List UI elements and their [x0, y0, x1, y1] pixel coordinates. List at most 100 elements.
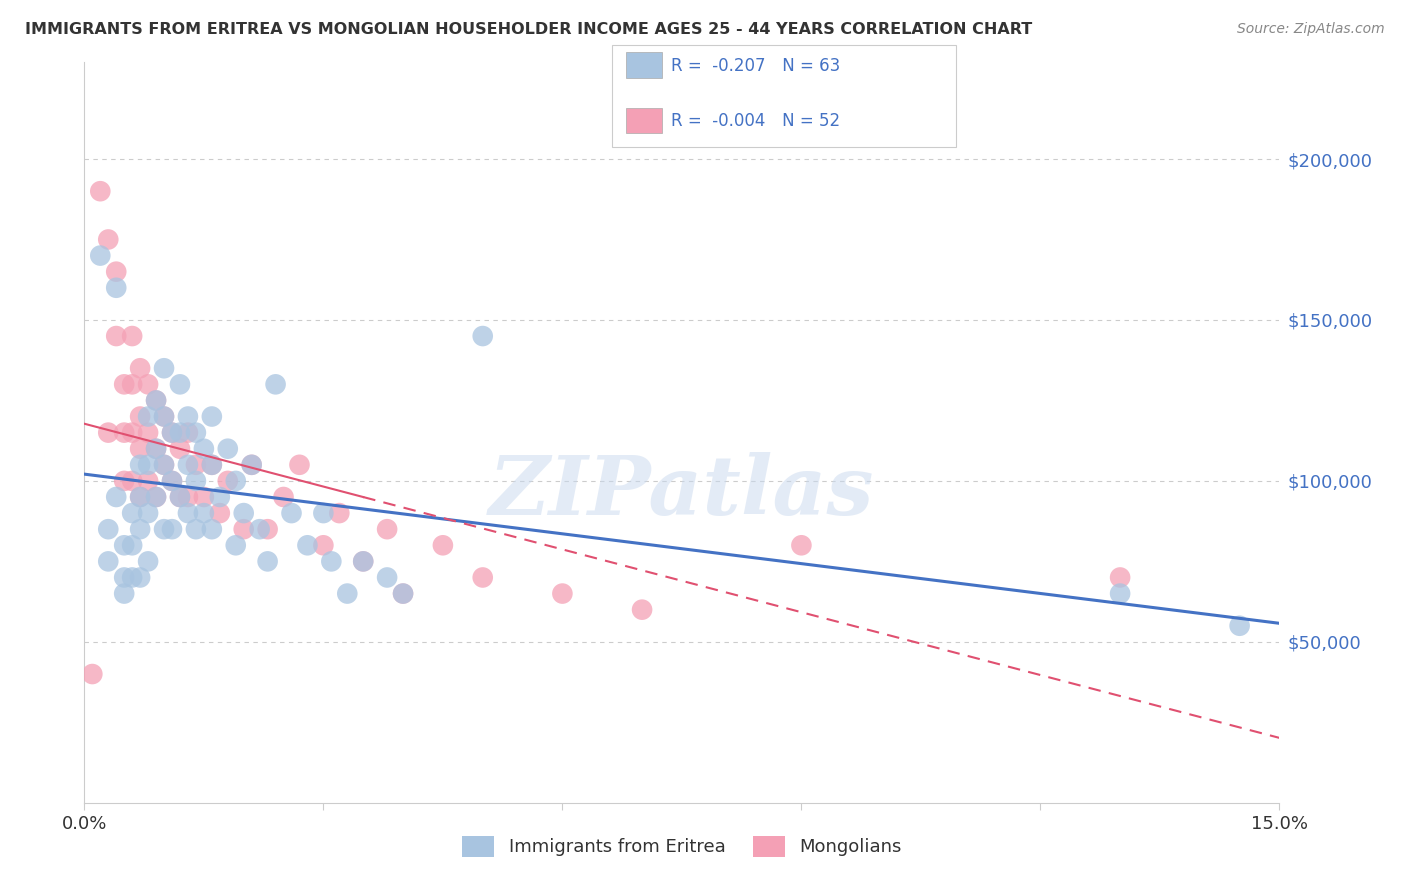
Point: [97, 425, 120, 440]
Point: [97, 554, 120, 568]
Point: [121, 538, 143, 552]
Point: [193, 506, 215, 520]
Point: [112, 538, 135, 552]
Point: [201, 409, 224, 424]
Point: [232, 522, 254, 536]
Point: [145, 393, 167, 408]
Point: [240, 458, 263, 472]
Point: [375, 522, 398, 536]
Text: R =  -0.004  N = 52: R = -0.004 N = 52: [671, 112, 839, 130]
Point: [105, 265, 128, 279]
Point: [177, 506, 200, 520]
Point: [790, 538, 813, 552]
Point: [136, 377, 159, 392]
Point: [169, 490, 191, 504]
Point: [432, 538, 454, 552]
Point: [184, 474, 207, 488]
Point: [288, 458, 311, 472]
Point: [217, 474, 239, 488]
Point: [121, 506, 143, 520]
Point: [352, 554, 374, 568]
Point: [249, 522, 271, 536]
Point: [225, 474, 247, 488]
Point: [160, 474, 183, 488]
Point: [136, 409, 159, 424]
Point: [193, 490, 215, 504]
Point: [145, 490, 167, 504]
Point: [297, 538, 319, 552]
Point: [89, 249, 111, 263]
Point: [312, 506, 335, 520]
Point: [129, 570, 152, 584]
Point: [392, 586, 415, 600]
Point: [136, 458, 159, 472]
Point: [129, 409, 152, 424]
Point: [169, 490, 191, 504]
Point: [121, 570, 143, 584]
Point: [153, 458, 176, 472]
Point: [321, 554, 343, 568]
Point: [136, 554, 159, 568]
Point: [153, 458, 176, 472]
Point: [471, 570, 494, 584]
Point: [112, 425, 135, 440]
Point: [160, 522, 183, 536]
Point: [160, 425, 183, 440]
Point: [145, 442, 167, 456]
Point: [240, 458, 263, 472]
Text: R =  -0.207  N = 63: R = -0.207 N = 63: [671, 57, 839, 75]
Point: [136, 506, 159, 520]
Point: [129, 490, 152, 504]
Point: [177, 458, 200, 472]
Point: [112, 474, 135, 488]
Legend: Immigrants from Eritrea, Mongolians: Immigrants from Eritrea, Mongolians: [454, 829, 910, 864]
Point: [328, 506, 350, 520]
Point: [112, 570, 135, 584]
Point: [153, 409, 176, 424]
Point: [129, 442, 152, 456]
Point: [169, 442, 191, 456]
Point: [153, 361, 176, 376]
Point: [471, 329, 494, 343]
Point: [121, 377, 143, 392]
Point: [169, 377, 191, 392]
Point: [136, 474, 159, 488]
Point: [217, 442, 239, 456]
Point: [121, 474, 143, 488]
Point: [201, 522, 224, 536]
Point: [392, 586, 415, 600]
Point: [112, 586, 135, 600]
Point: [89, 184, 111, 198]
Point: [256, 522, 278, 536]
Point: [1109, 570, 1132, 584]
Point: [631, 602, 654, 616]
Point: [273, 490, 295, 504]
Point: [201, 458, 224, 472]
Point: [160, 474, 183, 488]
Point: [184, 458, 207, 472]
Point: [129, 458, 152, 472]
Text: IMMIGRANTS FROM ERITREA VS MONGOLIAN HOUSEHOLDER INCOME AGES 25 - 44 YEARS CORRE: IMMIGRANTS FROM ERITREA VS MONGOLIAN HOU…: [25, 22, 1032, 37]
Point: [136, 425, 159, 440]
Point: [105, 490, 128, 504]
Point: [177, 409, 200, 424]
Point: [256, 554, 278, 568]
Point: [184, 425, 207, 440]
Point: [121, 425, 143, 440]
Point: [153, 409, 176, 424]
Point: [1109, 586, 1132, 600]
Point: [208, 490, 231, 504]
Point: [145, 442, 167, 456]
Point: [82, 667, 104, 681]
Point: [177, 490, 200, 504]
Point: [145, 393, 167, 408]
Point: [177, 425, 200, 440]
Point: [121, 329, 143, 343]
Point: [208, 506, 231, 520]
Point: [112, 377, 135, 392]
Point: [280, 506, 302, 520]
Point: [105, 329, 128, 343]
Point: [225, 538, 247, 552]
Point: [264, 377, 287, 392]
Point: [375, 570, 398, 584]
